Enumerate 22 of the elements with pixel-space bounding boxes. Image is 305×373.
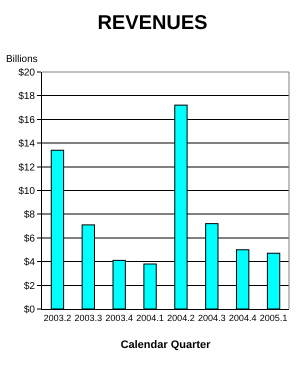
y-tick-label: $4 bbox=[24, 257, 36, 268]
y-tick-label: $10 bbox=[18, 186, 36, 197]
x-tick-label: 2004.4 bbox=[228, 312, 256, 323]
y-tick-label: $12 bbox=[18, 162, 36, 174]
y-tick-label: $0 bbox=[24, 304, 36, 316]
x-tick-label: 2003.2 bbox=[44, 312, 72, 323]
y-tick-label: $16 bbox=[18, 114, 36, 126]
x-tick-label: 2003.3 bbox=[74, 312, 102, 323]
x-tick-label: 2003.4 bbox=[105, 312, 133, 323]
x-tick-label: 2004.3 bbox=[198, 312, 226, 323]
y-tick-label: $6 bbox=[24, 233, 36, 244]
x-tick-label: 2004.2 bbox=[167, 312, 195, 323]
x-tick-label: 2005.1 bbox=[260, 312, 288, 323]
y-tick-label: $20 bbox=[18, 68, 36, 78]
y-tick-label: $8 bbox=[24, 210, 36, 221]
x-tick-label: 2004.1 bbox=[136, 312, 164, 323]
chart-title: REVENUES bbox=[97, 12, 208, 34]
y-tick-label: $2 bbox=[24, 280, 36, 292]
y-axis-title: Billions bbox=[6, 54, 38, 65]
x-axis-title: Calendar Quarter bbox=[120, 339, 212, 351]
y-tick-label: $14 bbox=[18, 138, 36, 150]
y-tick-label: $18 bbox=[18, 91, 36, 102]
